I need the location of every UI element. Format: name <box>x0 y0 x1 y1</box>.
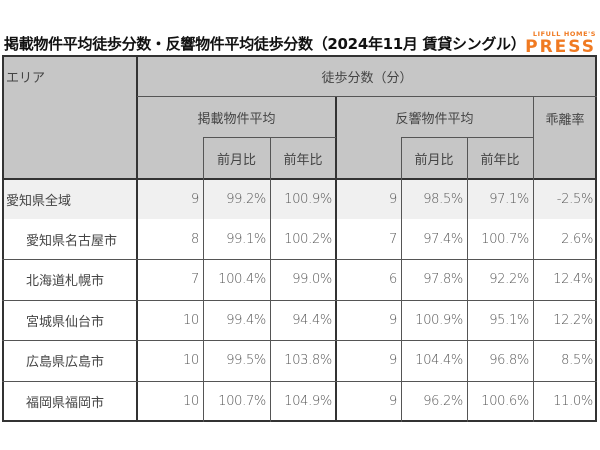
border-left <box>2 55 4 422</box>
listing-yoy: 103.8% <box>284 353 332 368</box>
response-mom: 104.4% <box>415 353 463 368</box>
border-top <box>2 55 597 57</box>
gap-rate: -2.5% <box>533 179 597 219</box>
response-yoy: 97.1% <box>467 179 533 219</box>
response-mom: 96.2% <box>423 394 463 409</box>
header-listing-yoy: 前年比 <box>270 138 336 179</box>
listing-yoy: 99.0% <box>292 272 332 287</box>
listing-mom: 99.2% <box>203 179 270 219</box>
gap-rate: 12.2% <box>553 312 593 328</box>
divider-r2 <box>467 138 468 422</box>
header-response-avg: 反響物件平均 <box>336 97 533 138</box>
response-avg: 9 <box>336 179 401 219</box>
response-mom: 98.5% <box>401 179 467 219</box>
header-line-2b <box>401 137 533 138</box>
listing-yoy: 94.4% <box>292 312 332 328</box>
row-line-2 <box>2 259 597 260</box>
listing-mom: 100.7% <box>218 394 266 409</box>
divider-l1 <box>203 138 204 422</box>
header-area: エリア <box>2 55 137 179</box>
header-walk-minutes: 徒歩分数（分） <box>137 55 597 97</box>
header-gap-rate: 乖離率 <box>533 97 597 179</box>
logo-small-text: LIFULL HOME'S <box>532 30 596 38</box>
listing-avg: 10 <box>183 353 199 368</box>
header-bottom-line <box>2 178 597 180</box>
divider-l2 <box>270 138 271 422</box>
response-mom: 97.8% <box>423 272 463 287</box>
response-mom: 97.4% <box>423 231 463 247</box>
response-yoy: 92.2% <box>489 272 529 287</box>
response-mom: 100.9% <box>415 312 463 328</box>
header-response-blank <box>336 138 401 179</box>
header-response-yoy: 前年比 <box>467 138 533 179</box>
listing-mom: 99.4% <box>226 312 266 328</box>
listing-mom: 99.1% <box>226 231 266 247</box>
page-title: 掲載物件平均徒歩分数・反響物件平均徒歩分数（2024年11月 賃貸シングル） <box>4 35 526 53</box>
gap-rate: 8.5% <box>561 353 593 368</box>
listing-avg: 8 <box>191 231 199 247</box>
row-area: 愛知県全域 <box>2 179 137 219</box>
row-area: 福岡県福岡市 <box>26 396 105 411</box>
header-line-2a <box>203 137 336 138</box>
header-listing-mom: 前月比 <box>203 138 270 179</box>
brand-logo: LIFULL HOME'S PRESS <box>525 31 596 56</box>
response-avg: 6 <box>389 272 397 287</box>
response-yoy: 95.1% <box>489 312 529 328</box>
gap-rate: 2.6% <box>561 231 593 247</box>
divider-r1 <box>401 138 402 422</box>
listing-mom: 99.5% <box>226 353 266 368</box>
response-avg: 7 <box>389 231 397 247</box>
row-area: 愛知県名古屋市 <box>26 233 118 249</box>
header-line-1 <box>137 96 597 97</box>
border-right <box>595 55 597 422</box>
gap-rate: 12.4% <box>553 272 593 287</box>
response-yoy: 96.8% <box>489 353 529 368</box>
divider-area <box>136 55 138 422</box>
listing-avg: 10 <box>183 312 199 328</box>
border-bottom <box>2 420 597 422</box>
response-avg: 9 <box>389 312 397 328</box>
response-yoy: 100.7% <box>481 231 529 247</box>
row-line-4 <box>2 340 597 341</box>
row-line-3 <box>2 300 597 301</box>
row-area: 広島県広島市 <box>26 355 105 370</box>
listing-avg: 7 <box>191 272 199 287</box>
listing-yoy: 100.2% <box>284 231 332 247</box>
header-response-mom: 前月比 <box>401 138 467 179</box>
listing-yoy: 100.9% <box>270 179 336 219</box>
listing-avg: 9 <box>137 179 203 219</box>
gap-rate: 11.0% <box>553 394 593 409</box>
listing-avg: 10 <box>183 394 199 409</box>
header-listing-avg: 掲載物件平均 <box>137 97 336 138</box>
response-avg: 9 <box>389 394 397 409</box>
logo-big-text: PRESS <box>525 36 596 57</box>
response-avg: 9 <box>389 353 397 368</box>
row-area: 北海道札幌市 <box>26 274 105 289</box>
header-listing-blank <box>137 138 203 179</box>
response-yoy: 100.6% <box>481 394 529 409</box>
listing-mom: 100.4% <box>218 272 266 287</box>
row-line-5 <box>2 381 597 382</box>
listing-yoy: 104.9% <box>284 394 332 409</box>
walk-minutes-table: エリア 徒歩分数（分） 掲載物件平均 前月比 前年比 反響物件平均 前月比 前年… <box>2 55 597 422</box>
row-area: 宮城県仙台市 <box>26 314 105 330</box>
